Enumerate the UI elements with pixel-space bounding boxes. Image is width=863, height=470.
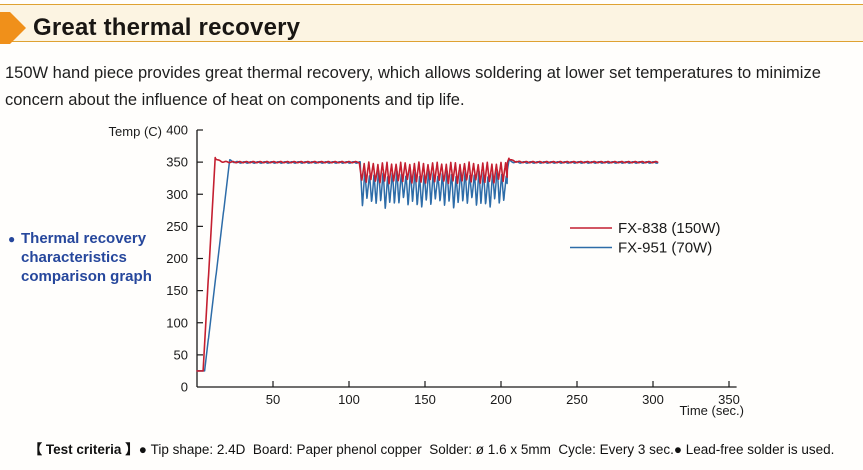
x-tick-label: 200 — [490, 392, 512, 407]
x-axis-title: Time (sec.) — [679, 403, 744, 418]
chart-caption-line: Thermal recovery — [21, 230, 147, 247]
y-tick-label: 100 — [166, 315, 188, 330]
chart-figure: 0 50 100 150 200 250 300 350 400 50 100 150 200 250 30… — [100, 118, 763, 428]
intro-paragraph: 150W hand piece provides great thermal r… — [5, 64, 821, 109]
x-tick-label: 150 — [414, 392, 436, 407]
criteria-bracket-close: 】 — [121, 442, 139, 457]
chart-caption-lines: Thermal recovery characteristics compari… — [21, 229, 173, 286]
chart-caption-line: characteristics — [21, 249, 127, 266]
x-tick-label: 300 — [642, 392, 664, 407]
series-line-fx-838 — [196, 156, 659, 372]
accent-arrow-icon — [0, 12, 26, 44]
chart-caption-line: comparison graph — [21, 268, 152, 285]
y-tick-label: 150 — [166, 283, 188, 298]
thermal-comparison-chart: 0 50 100 150 200 250 300 350 400 50 100 150 200 250 30… — [109, 123, 744, 419]
page-title: Great thermal recovery — [33, 14, 301, 41]
chart-caption: ● Thermal recovery characteristics compa… — [8, 229, 173, 286]
x-tick-label: 100 — [338, 392, 360, 407]
y-tick-label: 400 — [166, 123, 188, 138]
x-tick-label: 250 — [566, 392, 588, 407]
y-tick-label: 250 — [166, 219, 188, 234]
x-tick-label: 50 — [266, 392, 280, 407]
test-criteria-line: 【 Test criteria 】● Tip shape: 2.4D Board… — [0, 438, 863, 458]
series-line-fx-951 — [196, 158, 659, 372]
criteria-label: Test criteria — [45, 442, 122, 457]
criteria-body: ● Tip shape: 2.4D Board: Paper phenol co… — [138, 442, 835, 457]
y-axis-title: Temp (C) — [109, 124, 162, 139]
y-tick-label: 0 — [181, 380, 188, 395]
legend-label: FX-951 (70W) — [618, 240, 712, 257]
bullet-icon: ● — [8, 232, 16, 246]
x-tick-label: 350 — [718, 392, 740, 407]
y-tick-label: 200 — [166, 251, 188, 266]
legend-label: FX-838 (150W) — [618, 220, 721, 237]
y-tick-label: 350 — [166, 155, 188, 170]
y-tick-label: 300 — [166, 187, 188, 202]
y-tick-label: 50 — [174, 347, 188, 362]
header-band: Great thermal recovery — [0, 4, 863, 44]
criteria-bracket-open: 【 — [28, 442, 46, 457]
